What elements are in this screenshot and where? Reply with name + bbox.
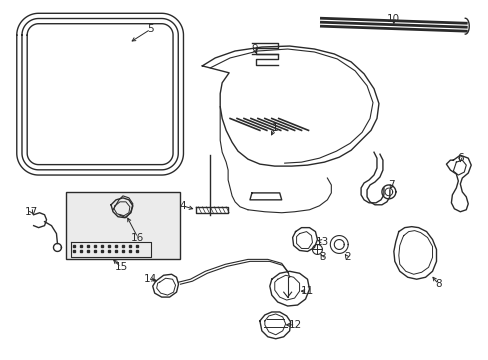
Text: 14: 14 xyxy=(144,274,157,284)
Text: 11: 11 xyxy=(300,286,313,296)
Text: 10: 10 xyxy=(386,14,400,24)
Text: 13: 13 xyxy=(315,237,328,247)
Text: 16: 16 xyxy=(131,233,144,243)
Text: 17: 17 xyxy=(25,207,38,217)
Text: 4: 4 xyxy=(179,201,185,211)
FancyBboxPatch shape xyxy=(66,192,180,260)
Text: 9: 9 xyxy=(251,44,258,54)
Text: 1: 1 xyxy=(271,123,278,134)
Text: 15: 15 xyxy=(114,262,127,272)
Text: 2: 2 xyxy=(343,252,350,262)
Text: 12: 12 xyxy=(288,320,302,330)
Text: 7: 7 xyxy=(388,180,394,190)
Text: 3: 3 xyxy=(319,252,325,262)
Text: 8: 8 xyxy=(434,279,441,289)
Text: 6: 6 xyxy=(456,153,463,163)
Text: 5: 5 xyxy=(147,24,154,34)
